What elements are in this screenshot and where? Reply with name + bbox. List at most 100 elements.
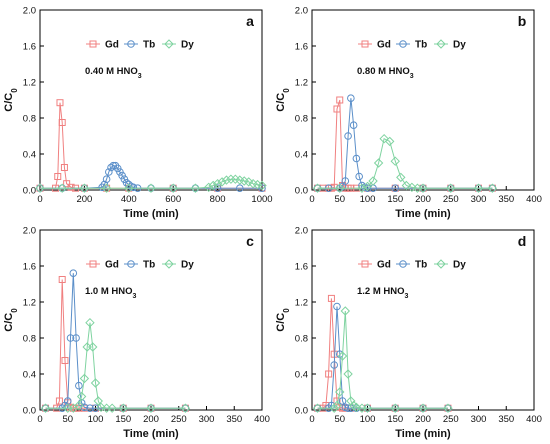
data-point — [190, 183, 201, 193]
data-point — [236, 184, 244, 192]
data-point — [60, 164, 68, 171]
series-Dy — [35, 174, 267, 193]
y-axis-title: C/C0 — [275, 308, 291, 332]
data-point — [146, 403, 156, 413]
x-tick-label: 150 — [115, 414, 131, 425]
data-point — [75, 381, 83, 390]
data-point — [102, 175, 111, 183]
data-point — [333, 105, 341, 113]
x-tick-label: 200 — [415, 194, 431, 205]
data-point — [379, 133, 389, 144]
data-point — [76, 391, 87, 402]
data-point — [352, 154, 361, 163]
data-point — [85, 317, 95, 328]
series-Dy — [40, 317, 191, 413]
x-tick-label: 800 — [210, 194, 226, 205]
panel-letter: d — [518, 233, 527, 249]
plot-frame — [39, 9, 263, 191]
data-point — [93, 396, 103, 406]
x-tick-label: 50 — [334, 414, 345, 425]
x-axis-title: Time (min) — [395, 208, 451, 220]
data-point — [401, 180, 412, 191]
data-point — [340, 306, 351, 316]
legend-marker — [361, 260, 369, 268]
x-tick-label: 0 — [309, 414, 314, 425]
data-point — [347, 94, 355, 102]
data-point — [337, 351, 348, 361]
chart-panel-a: 0 200 400 600 800 1000 0.0 0.4 0.8 1.2 1.6 2.0 Time … — [3, 6, 273, 221]
legend: Gd Tb Dy — [86, 259, 194, 271]
data-point — [348, 400, 359, 411]
legend-label: Tb — [143, 40, 155, 51]
data-point — [56, 99, 64, 107]
x-tick-label: 200 — [76, 194, 92, 205]
data-point — [86, 404, 94, 413]
x-tick-label: 350 — [498, 194, 514, 205]
data-point — [91, 404, 100, 413]
data-point — [58, 119, 66, 126]
y-tick-label: 0.4 — [23, 150, 36, 161]
series-line — [317, 99, 493, 189]
x-tick-label: 400 — [121, 194, 137, 205]
legend-label: Tb — [415, 40, 427, 51]
data-point — [72, 334, 80, 342]
series-line — [317, 310, 448, 409]
series-line — [45, 279, 186, 409]
data-point — [355, 172, 363, 181]
x-tick-label: 100 — [360, 414, 376, 425]
y-tick-label: 2.0 — [295, 226, 308, 237]
data-point — [418, 183, 428, 193]
data-point — [96, 402, 106, 413]
data-point — [329, 403, 339, 413]
data-point — [217, 177, 227, 187]
data-point — [58, 276, 66, 283]
x-axis-title: Time (min) — [395, 428, 451, 440]
y-tick-label: 2.0 — [23, 226, 36, 237]
data-point — [390, 156, 400, 166]
y-tick-label: 0.8 — [295, 114, 308, 125]
legend-label: Gd — [377, 260, 391, 271]
data-point — [335, 387, 345, 397]
y-tick-label: 1.2 — [23, 78, 36, 89]
data-point — [349, 121, 358, 129]
data-point — [55, 397, 63, 405]
y-tick-label: 0.8 — [23, 334, 36, 345]
data-point — [54, 173, 62, 180]
data-point — [258, 184, 266, 192]
legend-label: Tb — [415, 260, 427, 271]
data-point — [363, 184, 372, 192]
y-axis-title: C/C0 — [275, 88, 291, 112]
data-point — [69, 269, 78, 278]
data-point — [330, 361, 339, 369]
legend-marker — [89, 40, 97, 48]
data-point — [118, 403, 128, 413]
legend-marker — [436, 39, 446, 49]
x-tick-label: 150 — [387, 194, 403, 205]
x-tick-label: 100 — [360, 194, 376, 205]
data-point — [391, 184, 400, 192]
y-tick-label: 2.0 — [295, 6, 308, 17]
y-tick-label: 0.4 — [295, 150, 308, 161]
data-point — [362, 181, 373, 192]
x-tick-label: 250 — [443, 194, 459, 205]
data-point — [129, 183, 138, 192]
x-tick-label: 100 — [88, 414, 104, 425]
x-tick-label: 250 — [171, 414, 187, 425]
y-tick-label: 0.0 — [23, 406, 36, 417]
data-point — [332, 400, 342, 411]
x-axis-title: Time (min) — [123, 208, 179, 220]
data-point — [351, 402, 362, 413]
y-tick-label: 1.6 — [23, 262, 36, 273]
concentration-annotation: 1.2 M HNO3 — [357, 286, 409, 300]
x-tick-label: 200 — [415, 414, 431, 425]
y-tick-label: 1.2 — [23, 298, 36, 309]
x-tick-label: 1000 — [251, 194, 272, 205]
data-point — [312, 403, 323, 413]
x-tick-label: 600 — [165, 194, 181, 205]
data-point — [443, 403, 453, 413]
data-point — [61, 357, 69, 364]
data-point — [107, 403, 117, 413]
x-tick-label: 0 — [309, 194, 314, 205]
y-axis-title: C/C0 — [3, 88, 19, 112]
